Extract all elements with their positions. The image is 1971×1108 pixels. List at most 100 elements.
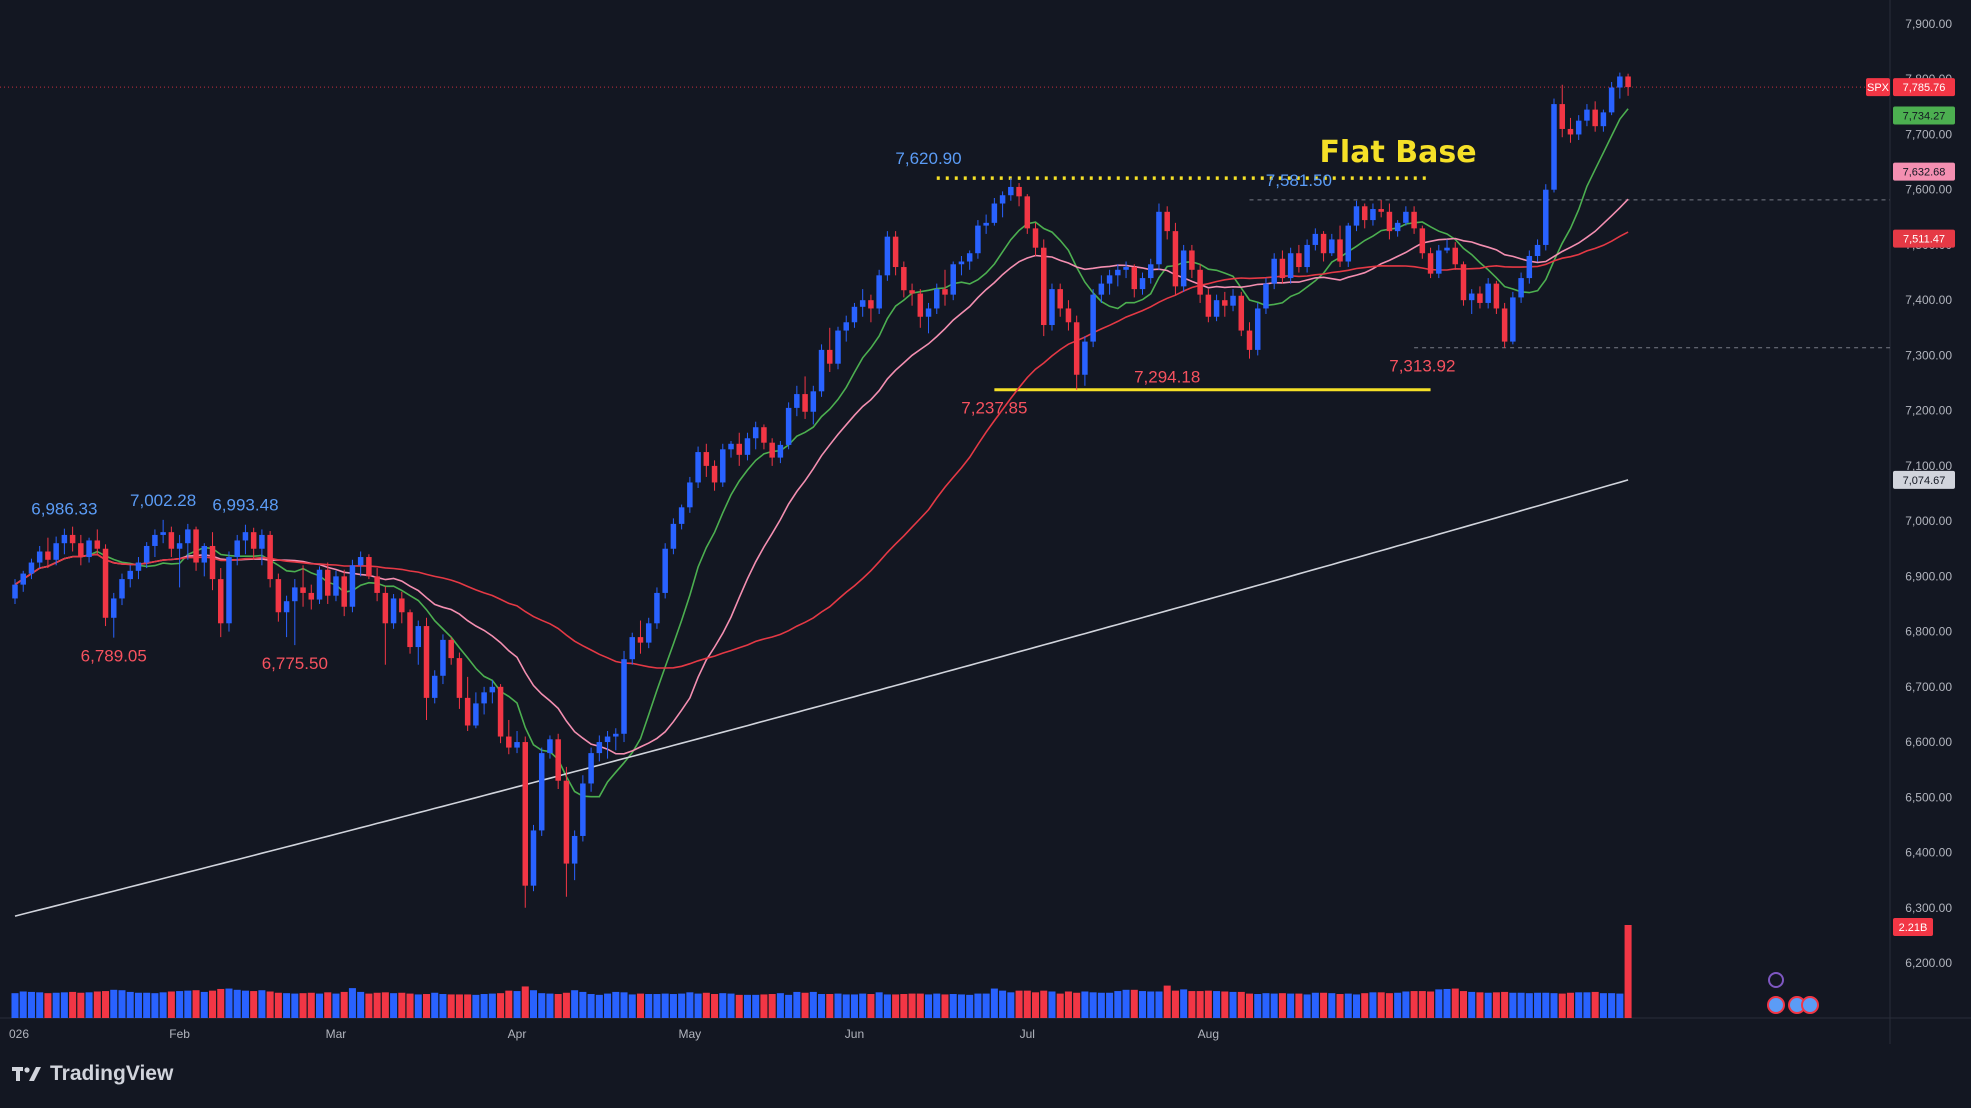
volume-bar bbox=[77, 992, 85, 1018]
candle-body bbox=[1115, 269, 1121, 276]
volume-bar bbox=[1188, 991, 1196, 1018]
candlesticks bbox=[12, 72, 1631, 908]
volume-bar bbox=[390, 993, 398, 1018]
candle-body bbox=[1082, 341, 1088, 375]
volume-bar bbox=[645, 994, 653, 1018]
footer-bar bbox=[0, 1044, 1971, 1108]
candle-body bbox=[1222, 300, 1228, 306]
volume-bar bbox=[1278, 993, 1286, 1018]
candle-body bbox=[497, 686, 504, 737]
volume-bar bbox=[1320, 992, 1328, 1018]
candle-body bbox=[1008, 186, 1014, 196]
volume-bar bbox=[258, 990, 266, 1018]
candle-body bbox=[1411, 211, 1417, 229]
volume-bar bbox=[925, 994, 933, 1018]
candle-body bbox=[94, 540, 101, 549]
dividend-flash-icon[interactable] bbox=[1768, 972, 1784, 988]
moving-average-price-tag: 7,734.27 bbox=[1903, 111, 1946, 123]
symbol-badge-background bbox=[1866, 78, 1890, 97]
volume-bar bbox=[579, 991, 587, 1018]
volume-bar bbox=[373, 992, 381, 1018]
volume-bar bbox=[357, 991, 365, 1018]
us-flag-event-icon[interactable] bbox=[1801, 996, 1819, 1014]
us-flag-event-icon[interactable] bbox=[1767, 996, 1785, 1014]
candle-body bbox=[234, 540, 240, 558]
volume-bar bbox=[702, 992, 710, 1018]
candle-body bbox=[399, 598, 405, 613]
volume-bar bbox=[1007, 992, 1015, 1018]
candle-body bbox=[415, 626, 422, 648]
swing-high-label: 7,581.50 bbox=[1266, 171, 1332, 190]
volume-bar bbox=[974, 993, 982, 1018]
candle-body bbox=[1485, 283, 1491, 303]
candle-body bbox=[1567, 128, 1574, 135]
volume-bar bbox=[793, 991, 801, 1018]
volume-bar bbox=[422, 994, 431, 1018]
price-tick-label: 6,400.00 bbox=[1905, 846, 1952, 860]
candle-body bbox=[45, 551, 51, 560]
last-price-tag-background bbox=[1893, 78, 1955, 97]
candle-body bbox=[1320, 233, 1327, 254]
price-chart[interactable]: 6,986.33 7,002.28 6,993.48 7,620.90 7,581.50… bbox=[0, 0, 1971, 1044]
swing-low-label: 7,237.85 bbox=[961, 399, 1027, 418]
candle-body bbox=[259, 534, 265, 549]
last-price-tag: 7,785.76 bbox=[1903, 82, 1946, 94]
volume-bar bbox=[1517, 992, 1525, 1018]
candle-body bbox=[1518, 278, 1524, 298]
candle-body bbox=[901, 267, 907, 291]
candle-body bbox=[678, 507, 685, 524]
candle-body bbox=[193, 529, 199, 563]
volume-bar bbox=[1114, 991, 1122, 1018]
volume-bar bbox=[1361, 993, 1369, 1018]
swing-high-label: 6,986.33 bbox=[31, 500, 97, 519]
candle-body bbox=[1452, 247, 1458, 265]
volume-bar bbox=[299, 993, 307, 1018]
price-tick-label: 7,100.00 bbox=[1905, 459, 1952, 473]
volume-bar bbox=[1328, 993, 1336, 1018]
swing-low-label: 7,313.92 bbox=[1389, 357, 1455, 376]
candle-body bbox=[1419, 228, 1426, 254]
volume-bar bbox=[1624, 925, 1632, 1018]
volume-bar bbox=[661, 993, 669, 1018]
candle-body bbox=[654, 592, 660, 624]
price-tick-label: 7,400.00 bbox=[1905, 293, 1952, 307]
candle-body bbox=[119, 579, 125, 599]
price-tick-label: 6,500.00 bbox=[1905, 790, 1952, 804]
volume-bar bbox=[110, 989, 118, 1018]
volume-tag-background bbox=[1893, 918, 1933, 936]
candle-body bbox=[942, 289, 948, 295]
candle-body bbox=[292, 587, 298, 602]
candle-body bbox=[1600, 112, 1607, 127]
price-tick-label: 7,300.00 bbox=[1905, 348, 1952, 362]
price-tags: 7,734.27 7,632.68 7,511.47 7,074.67 7,785.76… bbox=[1866, 78, 1955, 489]
volume-bar bbox=[1064, 991, 1072, 1018]
candle-body bbox=[1386, 211, 1393, 232]
candle-body bbox=[604, 736, 611, 743]
candle-body bbox=[489, 686, 496, 693]
volume-bar bbox=[1476, 992, 1484, 1018]
volume-bar bbox=[283, 993, 291, 1018]
event-icons[interactable] bbox=[1767, 972, 1819, 1014]
candle-body bbox=[1625, 76, 1631, 88]
moving-average-price-tag-background bbox=[1893, 162, 1955, 181]
volume-bar bbox=[735, 994, 743, 1018]
candle-body bbox=[1353, 206, 1360, 226]
candle-body bbox=[1205, 294, 1212, 317]
candle-body bbox=[1394, 222, 1401, 232]
volume-bar bbox=[464, 994, 472, 1018]
candle-body bbox=[267, 534, 273, 580]
candle-body bbox=[991, 203, 998, 223]
volume-bar bbox=[1163, 985, 1171, 1018]
volume-bar bbox=[266, 991, 274, 1018]
volume-bar bbox=[554, 994, 562, 1018]
candle-body bbox=[218, 579, 224, 624]
tradingview-logo[interactable]: TradingView bbox=[12, 1062, 173, 1086]
symbol-badge: SPX bbox=[1867, 82, 1890, 94]
volume-bar bbox=[250, 991, 258, 1018]
candle-body bbox=[1559, 104, 1565, 129]
volume-bar bbox=[192, 990, 200, 1018]
volume-bar bbox=[1550, 993, 1558, 1018]
volume-bar bbox=[159, 992, 167, 1018]
volume-bar bbox=[1204, 990, 1212, 1018]
candle-body bbox=[1197, 269, 1203, 295]
